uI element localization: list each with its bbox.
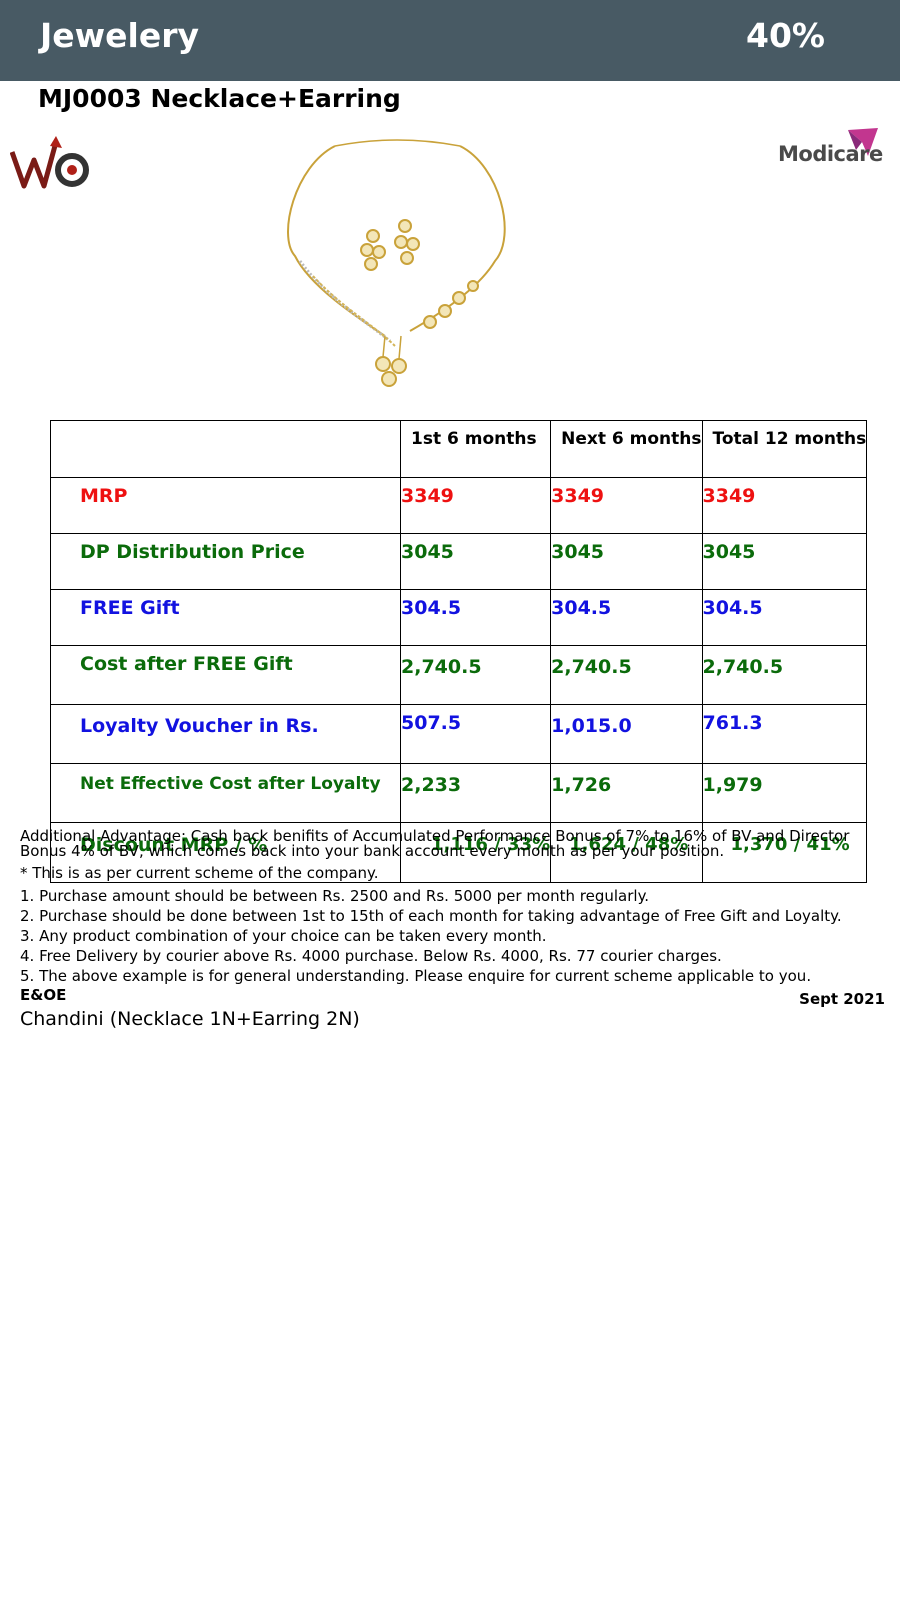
cell-value: 1,726 (550, 763, 703, 823)
table-header-cell: 1st 6 months (399, 420, 552, 478)
row-label: DP Distribution Price (50, 533, 401, 590)
cell-value: 3349 (550, 477, 703, 534)
pricing-table: 1st 6 months Next 6 months Total 12 mont… (50, 420, 868, 883)
scheme-note: * This is as per current scheme of the c… (20, 864, 379, 882)
cell-value: 507.5 (399, 704, 552, 764)
table-row-cost-after-gift: Cost after FREE Gift 2,740.5 2,740.5 2,7… (50, 645, 868, 705)
cell-value: 304.5 (550, 589, 703, 646)
modicare-logo-text: Modicare (778, 142, 883, 166)
cell-value: 304.5 (399, 589, 552, 646)
table-row-net-effective-cost: Net Effective Cost after Loyalty 2,233 1… (50, 763, 868, 823)
table-header-row: 1st 6 months Next 6 months Total 12 mont… (50, 420, 868, 478)
wc-logo (9, 136, 92, 194)
cell-value: 1,624 / 48% (550, 822, 703, 883)
cell-value: 304.5 (701, 589, 868, 646)
cell-value: 1,116 / 33% (399, 822, 552, 883)
header-bar: Jewelery 40% (0, 0, 900, 81)
cell-value: 1,370 / 41% (701, 822, 868, 883)
row-label: Loyalty Voucher in Rs. (50, 704, 401, 764)
cell-value: 3045 (701, 533, 868, 590)
note-point: 1. Purchase amount should be between Rs.… (20, 887, 650, 905)
table-row-mrp: MRP 3349 3349 3349 (50, 477, 868, 534)
cell-value: 3349 (399, 477, 552, 534)
cell-value: 2,740.5 (701, 645, 868, 705)
cell-value: 1,015.0 (550, 704, 703, 764)
row-label: FREE Gift (50, 589, 401, 646)
table-header-cell: Next 6 months (550, 420, 703, 478)
cell-value: 3045 (550, 533, 703, 590)
notes-section: Additional Advantage: Cash back benifits… (20, 827, 900, 986)
note-point: 3. Any product combination of your choic… (20, 927, 547, 945)
discount-percent: 40% (746, 16, 825, 55)
table-row-free-gift: FREE Gift 304.5 304.5 304.5 (50, 589, 868, 646)
date-label: Sept 2021 (799, 990, 885, 1008)
cell-value: 2,233 (399, 763, 552, 823)
product-name-footer: Chandini (Necklace 1N+Earring 2N) (20, 1008, 360, 1030)
necklace-earring-image (285, 136, 510, 401)
category-title: Jewelery (40, 16, 200, 55)
modicare-logo: Modicare (778, 128, 883, 168)
note-point: 2. Purchase should be done between 1st t… (20, 907, 842, 925)
table-row-dp: DP Distribution Price 3045 3045 3045 (50, 533, 868, 590)
cell-value: 3349 (701, 477, 868, 534)
table-row-loyalty-voucher: Loyalty Voucher in Rs. 507.5 1,015.0 761… (50, 704, 868, 764)
note-point: 4. Free Delivery by courier above Rs. 40… (20, 947, 722, 965)
cell-value: 1,979 (701, 763, 868, 823)
eoe-label: E&OE (20, 986, 67, 1004)
row-label: MRP (50, 477, 401, 534)
cell-value: 2,740.5 (550, 645, 703, 705)
table-row-discount: Discount MRP / % 1,116 / 33% 1,624 / 48%… (50, 822, 868, 883)
cell-value: 3045 (399, 533, 552, 590)
cell-value: 761.3 (701, 704, 868, 764)
row-label: Cost after FREE Gift (50, 645, 401, 705)
table-header-cell: Total 12 months (701, 420, 868, 478)
cell-value: 2,740.5 (399, 645, 552, 705)
additional-advantage-text: Additional Advantage: Cash back benifits… (20, 827, 850, 860)
row-label: Net Effective Cost after Loyalty (50, 763, 401, 823)
row-label: Discount MRP / % (50, 822, 401, 883)
product-title: MJ0003 Necklace+Earring (38, 84, 401, 113)
note-point: 5. The above example is for general unde… (20, 967, 812, 985)
table-header-cell (50, 420, 401, 478)
